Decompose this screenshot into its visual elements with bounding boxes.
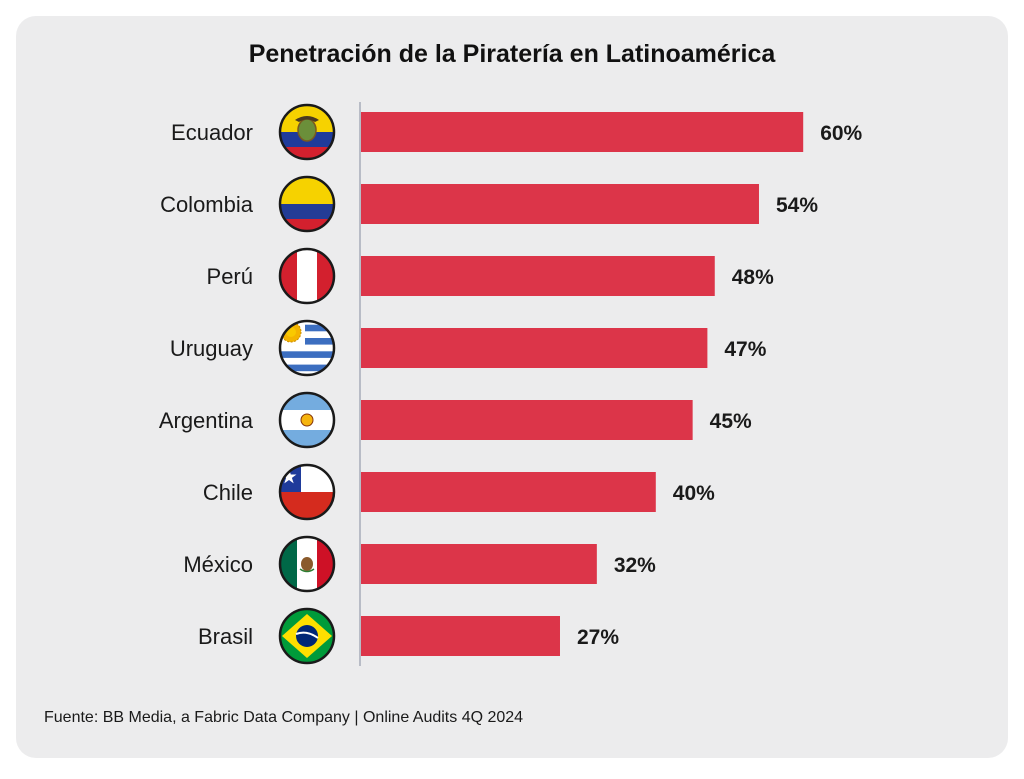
value-label: 54% — [776, 194, 818, 217]
ecuador-flag-icon — [278, 103, 336, 161]
value-label: 45% — [710, 410, 752, 433]
bar-ecuador — [361, 112, 804, 152]
colombia-flag-icon — [278, 175, 336, 233]
argentina-flag-icon — [278, 391, 336, 449]
mexico-flag-icon — [278, 535, 336, 593]
category-label: Uruguay — [170, 336, 253, 361]
bar-chile — [361, 472, 656, 512]
bar-brasil — [361, 616, 560, 656]
source-note: Fuente: BB Media, a Fabric Data Company … — [44, 709, 524, 726]
category-label: Ecuador — [171, 120, 253, 145]
peru-flag-icon — [278, 247, 336, 305]
value-label: 27% — [577, 626, 619, 649]
bar-uruguay — [361, 328, 708, 368]
value-label: 32% — [614, 554, 656, 577]
chart-title: Penetración de la Piratería en Latinoamé… — [248, 40, 776, 68]
chile-flag-icon — [278, 463, 336, 521]
value-label: 48% — [732, 266, 774, 289]
value-label: 40% — [673, 482, 715, 505]
bar-méxico — [361, 544, 597, 584]
category-label: México — [183, 552, 253, 577]
bar-perú — [361, 256, 715, 296]
brazil-flag-icon — [278, 607, 336, 665]
bar-colombia — [361, 184, 759, 224]
category-label: Brasil — [198, 624, 253, 649]
category-label: Perú — [207, 264, 253, 289]
value-label: 47% — [724, 338, 766, 361]
bar-argentina — [361, 400, 693, 440]
category-label: Argentina — [159, 408, 254, 433]
category-label: Chile — [203, 480, 253, 505]
value-label: 60% — [820, 122, 862, 145]
category-label: Colombia — [160, 192, 254, 217]
uruguay-flag-icon — [278, 319, 336, 377]
